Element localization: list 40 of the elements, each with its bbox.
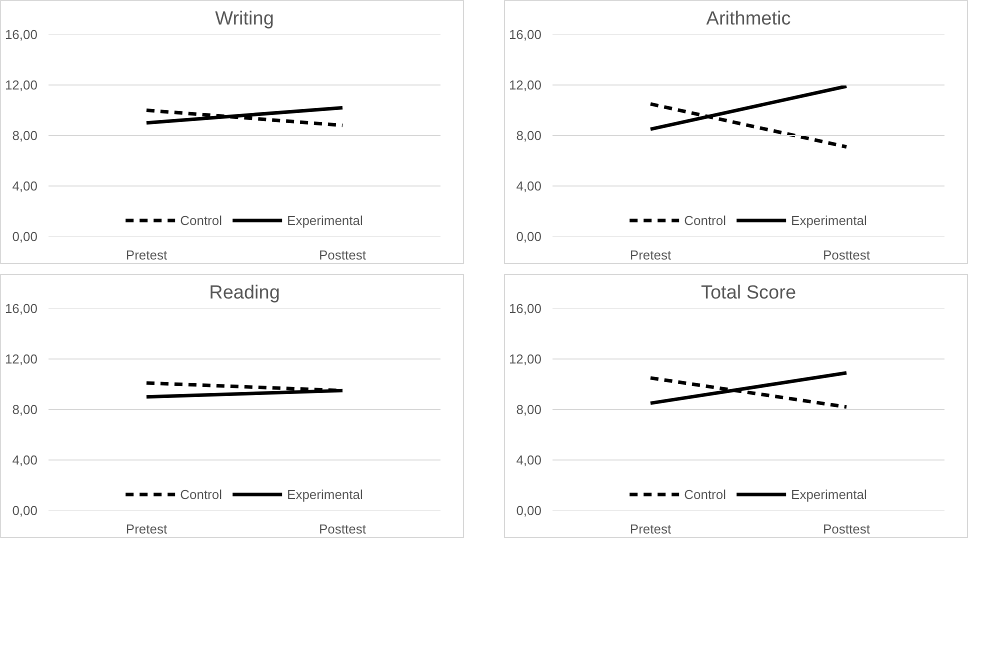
y-tick-label: 0,00	[516, 503, 542, 518]
x-tick-label: Pretest	[126, 522, 168, 536]
x-tick-label: Posttest	[319, 248, 366, 262]
legend-label: Experimental	[287, 486, 363, 502]
x-tick-label: Pretest	[630, 522, 672, 536]
y-tick-label: 4,00	[516, 452, 542, 468]
legend-label: Control	[180, 212, 222, 228]
x-tick-label: Posttest	[823, 248, 870, 262]
x-tick-label: Posttest	[319, 522, 366, 536]
y-tick-label: 12,00	[4, 78, 38, 92]
chart-title: Total Score	[700, 282, 796, 304]
legend-label: Experimental	[791, 212, 867, 228]
y-tick-label: 4,00	[516, 178, 542, 194]
y-tick-label: 12,00	[4, 352, 38, 366]
y-tick-label: 4,00	[12, 452, 38, 468]
x-tick-label: Pretest	[630, 248, 672, 262]
y-tick-label: 8,00	[516, 402, 542, 417]
legend-label: Experimental	[287, 212, 363, 228]
y-tick-label: 0,00	[516, 229, 542, 244]
y-tick-label: 0,00	[12, 503, 38, 518]
x-tick-label: Posttest	[823, 522, 870, 536]
y-tick-label: 0,00	[12, 229, 38, 244]
legend-label: Control	[684, 212, 726, 228]
legend-label: Control	[180, 486, 222, 502]
y-tick-label: 16,00	[4, 301, 38, 316]
y-tick-label: 8,00	[516, 128, 542, 143]
legend-label: Experimental	[791, 486, 867, 502]
y-tick-label: 8,00	[12, 402, 38, 417]
chart-title: Arithmetic	[706, 8, 791, 30]
y-tick-label: 16,00	[4, 27, 38, 42]
y-tick-label: 4,00	[12, 178, 38, 194]
y-tick-label: 16,00	[508, 301, 542, 316]
chart-title: Writing	[215, 8, 274, 30]
y-tick-label: 8,00	[12, 128, 38, 143]
y-tick-label: 12,00	[508, 78, 542, 92]
chart-title: Reading	[209, 282, 280, 304]
x-tick-label: Pretest	[126, 248, 168, 262]
legend-label: Control	[684, 486, 726, 502]
y-tick-label: 12,00	[508, 352, 542, 366]
y-tick-label: 16,00	[508, 27, 542, 42]
